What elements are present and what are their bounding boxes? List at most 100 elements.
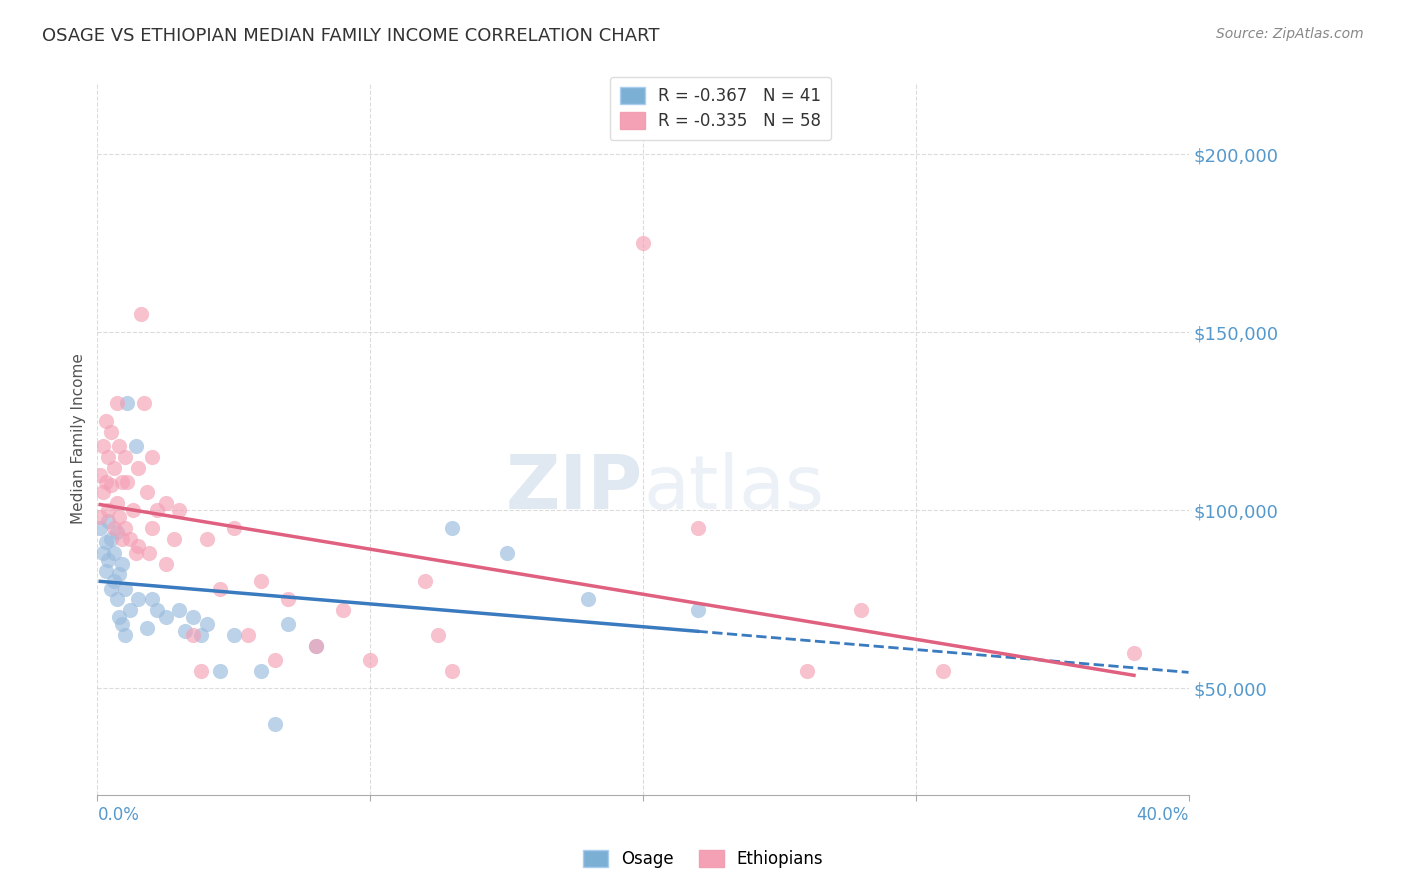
Point (263, 717, 285, 731)
Point (114, 521, 136, 535)
Point (108, 510, 131, 524)
Point (209, 582, 232, 596)
Point (686, 603, 709, 617)
Point (108, 610, 131, 624)
Point (100, 582, 122, 596)
Point (105, 396, 128, 410)
Point (250, 664, 273, 678)
Point (103, 546, 125, 560)
Point (135, 621, 157, 635)
Point (195, 532, 218, 546)
Point (114, 582, 136, 596)
Point (94, 564, 117, 578)
Legend: Osage, Ethiopians: Osage, Ethiopians (576, 843, 830, 875)
Point (195, 617, 218, 632)
Point (105, 496, 128, 510)
Point (111, 532, 134, 546)
Point (495, 546, 517, 560)
Point (114, 628, 136, 642)
Text: atlas: atlas (643, 452, 824, 525)
Point (155, 496, 177, 510)
Point (89, 467, 111, 482)
Point (932, 664, 955, 678)
Point (100, 478, 122, 492)
Point (97, 514, 120, 528)
Point (631, 236, 654, 251)
Point (124, 546, 146, 560)
Point (91, 485, 114, 500)
Point (332, 603, 354, 617)
Point (103, 460, 125, 475)
Point (146, 603, 169, 617)
Point (851, 603, 873, 617)
Point (169, 603, 191, 617)
Point (250, 574, 273, 589)
Point (686, 521, 709, 535)
Point (1123, 646, 1146, 660)
Point (441, 664, 464, 678)
Point (94, 414, 117, 428)
Point (94, 475, 117, 489)
Point (100, 425, 122, 439)
Point (413, 574, 436, 589)
Point (117, 475, 139, 489)
Point (94, 535, 117, 549)
Text: 40.0%: 40.0% (1136, 805, 1188, 824)
Point (91, 546, 114, 560)
Point (89, 510, 111, 524)
Point (305, 639, 328, 653)
Point (89, 521, 111, 535)
Point (222, 521, 245, 535)
Point (222, 628, 245, 642)
Point (141, 592, 163, 607)
Point (190, 628, 212, 642)
Text: Source: ZipAtlas.com: Source: ZipAtlas.com (1216, 27, 1364, 41)
Point (277, 617, 299, 632)
Point (122, 503, 145, 517)
Point (190, 664, 212, 678)
Text: 0.0%: 0.0% (97, 805, 139, 824)
Point (236, 628, 259, 642)
Point (146, 503, 169, 517)
Point (105, 592, 128, 607)
Point (132, 396, 155, 410)
Point (105, 524, 128, 539)
Point (127, 460, 149, 475)
Point (129, 307, 152, 321)
Point (209, 664, 232, 678)
Point (127, 592, 149, 607)
Point (97, 450, 120, 464)
Point (124, 439, 146, 453)
Point (441, 521, 464, 535)
Point (169, 503, 191, 517)
Text: ZIP: ZIP (506, 452, 643, 525)
Text: OSAGE VS ETHIOPIAN MEDIAN FAMILY INCOME CORRELATION CHART: OSAGE VS ETHIOPIAN MEDIAN FAMILY INCOME … (42, 27, 659, 45)
Point (359, 653, 381, 667)
Point (91, 439, 114, 453)
Point (103, 574, 125, 589)
Point (114, 450, 136, 464)
Point (97, 553, 120, 567)
Point (120, 532, 142, 546)
Point (427, 628, 450, 642)
Point (305, 639, 328, 653)
Point (796, 664, 818, 678)
Point (97, 503, 120, 517)
Point (135, 485, 157, 500)
Point (141, 450, 163, 464)
Point (120, 603, 142, 617)
Point (155, 610, 177, 624)
Point (163, 532, 186, 546)
Point (141, 521, 163, 535)
Point (263, 653, 285, 667)
Point (111, 617, 134, 632)
Point (103, 521, 125, 535)
Point (108, 439, 131, 453)
Point (181, 610, 204, 624)
Point (578, 592, 600, 607)
Legend: R = -0.367   N = 41, R = -0.335   N = 58: R = -0.367 N = 41, R = -0.335 N = 58 (610, 77, 831, 140)
Point (277, 592, 299, 607)
Point (100, 532, 122, 546)
Point (127, 539, 149, 553)
Point (173, 624, 195, 639)
